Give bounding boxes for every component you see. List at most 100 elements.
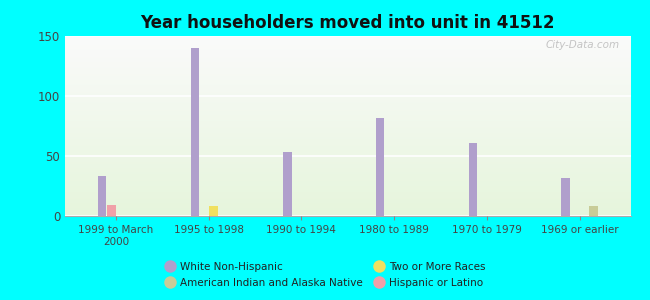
Bar: [65, 153, 630, 154]
Bar: [65, 131, 630, 132]
Bar: [209, 206, 218, 216]
Bar: [65, 196, 630, 197]
Bar: [65, 192, 630, 193]
Bar: [65, 149, 630, 150]
Bar: [65, 137, 630, 138]
Bar: [65, 157, 630, 158]
Bar: [65, 92, 630, 93]
Bar: [65, 110, 630, 111]
Bar: [65, 208, 630, 209]
Bar: [65, 90, 630, 91]
Bar: [65, 140, 630, 141]
Bar: [65, 200, 630, 201]
Bar: [376, 118, 384, 216]
Title: Year householders moved into unit in 41512: Year householders moved into unit in 415…: [140, 14, 555, 32]
Text: City-Data.com: City-Data.com: [545, 40, 619, 50]
Bar: [65, 106, 630, 107]
Bar: [65, 150, 630, 151]
Bar: [65, 198, 630, 199]
Bar: [65, 177, 630, 178]
Bar: [65, 180, 630, 181]
Bar: [65, 61, 630, 62]
Bar: [65, 206, 630, 207]
Bar: [65, 195, 630, 196]
Bar: [65, 188, 630, 189]
Bar: [65, 205, 630, 206]
Bar: [65, 183, 630, 184]
Bar: [65, 156, 630, 157]
Bar: [65, 165, 630, 166]
Bar: [65, 47, 630, 48]
Bar: [65, 143, 630, 144]
Bar: [65, 91, 630, 92]
Bar: [98, 176, 107, 216]
Bar: [65, 132, 630, 133]
Bar: [65, 135, 630, 136]
Bar: [65, 187, 630, 188]
Bar: [65, 184, 630, 185]
Bar: [65, 146, 630, 147]
Bar: [65, 49, 630, 50]
Bar: [65, 128, 630, 129]
Bar: [107, 205, 116, 216]
Bar: [65, 109, 630, 110]
Bar: [65, 164, 630, 165]
Bar: [65, 152, 630, 153]
Bar: [65, 215, 630, 216]
Bar: [65, 172, 630, 173]
Bar: [65, 76, 630, 77]
Bar: [65, 166, 630, 167]
Bar: [65, 168, 630, 169]
Bar: [65, 147, 630, 148]
Bar: [65, 136, 630, 137]
Bar: [65, 67, 630, 68]
Bar: [65, 160, 630, 161]
Bar: [65, 173, 630, 174]
Bar: [65, 210, 630, 211]
Bar: [65, 45, 630, 46]
Bar: [65, 167, 630, 168]
Bar: [65, 69, 630, 70]
Bar: [65, 169, 630, 170]
Bar: [65, 186, 630, 187]
Bar: [65, 202, 630, 203]
Bar: [65, 104, 630, 105]
Bar: [65, 57, 630, 58]
Bar: [283, 152, 292, 216]
Bar: [65, 96, 630, 97]
Bar: [65, 87, 630, 88]
Bar: [65, 154, 630, 155]
Bar: [65, 111, 630, 112]
Bar: [65, 175, 630, 176]
Bar: [65, 51, 630, 52]
Bar: [65, 48, 630, 49]
Bar: [65, 107, 630, 108]
Bar: [65, 182, 630, 183]
Bar: [65, 115, 630, 116]
Bar: [65, 209, 630, 210]
Bar: [65, 112, 630, 113]
Bar: [65, 50, 630, 51]
Bar: [65, 37, 630, 38]
Bar: [65, 212, 630, 213]
Bar: [65, 144, 630, 145]
Bar: [65, 197, 630, 198]
Bar: [65, 207, 630, 208]
Bar: [65, 118, 630, 119]
Bar: [65, 204, 630, 205]
Bar: [65, 214, 630, 215]
Bar: [65, 190, 630, 191]
Bar: [65, 72, 630, 73]
Bar: [65, 97, 630, 98]
Legend: White Non-Hispanic, American Indian and Alaska Native, Two or More Races, Hispan: White Non-Hispanic, American Indian and …: [161, 258, 489, 292]
Bar: [65, 171, 630, 172]
Bar: [65, 117, 630, 118]
Bar: [65, 159, 630, 160]
Bar: [65, 84, 630, 85]
Bar: [65, 59, 630, 60]
Bar: [65, 80, 630, 81]
Bar: [65, 43, 630, 44]
Bar: [65, 73, 630, 74]
Bar: [65, 93, 630, 94]
Bar: [65, 66, 630, 67]
